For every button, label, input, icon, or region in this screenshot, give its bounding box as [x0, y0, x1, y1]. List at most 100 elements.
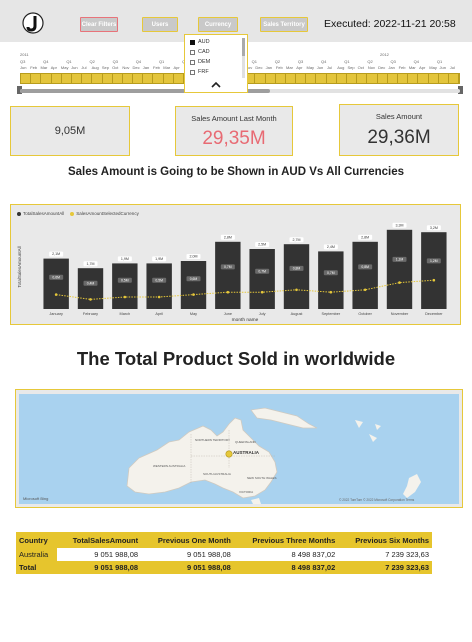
timeline-month-cell[interactable]: [72, 74, 83, 83]
currency-button[interactable]: Currency: [198, 17, 238, 32]
line-point-7[interactable]: [260, 290, 264, 294]
timeline-month-cell[interactable]: [103, 74, 113, 83]
timeline-month-cell[interactable]: [306, 74, 317, 83]
line-point-4[interactable]: [157, 295, 161, 299]
line-point-1[interactable]: [54, 293, 58, 296]
x-tick-label: December: [425, 312, 443, 316]
timeline-month-cell[interactable]: [92, 74, 103, 83]
timeline-month-cell[interactable]: [41, 74, 52, 83]
inner-data-label: 0,6M: [52, 275, 60, 279]
dropdown-scrollbar-thumb[interactable]: [242, 38, 245, 56]
line-point-12[interactable]: [432, 278, 436, 282]
timeline-quarter-label: Q4: [321, 59, 327, 64]
timeline-month-cell[interactable]: [429, 74, 439, 83]
timeline-month-cell[interactable]: [52, 74, 62, 83]
timeline-month-cell[interactable]: [388, 74, 398, 83]
currency-option-aud[interactable]: AUD: [190, 39, 210, 45]
currency-option-frf[interactable]: FRF: [190, 69, 209, 75]
bar-6[interactable]: [215, 241, 241, 309]
table-row[interactable]: Australia 9 051 988,08 9 051 988,08 8 49…: [16, 548, 432, 562]
column-header[interactable]: TotalSalesAmount: [57, 532, 142, 548]
bar-3[interactable]: [112, 263, 138, 309]
line-point-6[interactable]: [226, 290, 230, 294]
line-point-8[interactable]: [295, 288, 298, 292]
timeline-month-cell[interactable]: [378, 74, 388, 83]
column-header[interactable]: Country: [16, 532, 58, 548]
clear-filters-button[interactable]: Clear Filters: [80, 17, 118, 32]
currency-option-cad[interactable]: CAD: [190, 49, 210, 55]
sales-territory-button[interactable]: Sales Territory: [260, 17, 308, 32]
timeline-month-cell[interactable]: [62, 74, 72, 83]
bar-12[interactable]: [421, 232, 447, 309]
top-bar: Clear Filters Users Currency Sales Terri…: [0, 0, 472, 42]
timeline-month-cell[interactable]: [439, 74, 449, 83]
bar-4[interactable]: [146, 263, 172, 309]
currency-option-dem[interactable]: DEM: [190, 59, 210, 65]
timeline-month-label: May: [429, 65, 437, 70]
timeline-month-cell[interactable]: [418, 74, 429, 83]
timeline-month-cell[interactable]: [255, 74, 266, 83]
bar-10[interactable]: [352, 241, 378, 309]
bar-8[interactable]: [283, 244, 310, 309]
timeline-month-label: Jun: [316, 65, 324, 70]
australia-landmass[interactable]: [126, 417, 278, 499]
timeline-month-cell[interactable]: [316, 74, 327, 83]
timeline-start-handle[interactable]: [17, 86, 22, 94]
bar-11[interactable]: [386, 229, 413, 309]
line-point-11[interactable]: [398, 281, 401, 284]
bar-7[interactable]: [249, 249, 275, 309]
timeline-month-cell[interactable]: [133, 74, 144, 83]
checkbox-checked-icon[interactable]: [190, 39, 195, 45]
dropdown-scrollbar[interactable]: [242, 38, 245, 78]
bar-9[interactable]: [318, 251, 344, 309]
timeline-month-cell[interactable]: [408, 74, 419, 83]
timeline-month-cell[interactable]: [398, 74, 409, 83]
map-copyright: © 2022 TomTom © 2022 Microsoft Corporati…: [339, 498, 415, 502]
bar-1[interactable]: [43, 258, 69, 309]
world-map[interactable]: AUSTRALIA NORTHERN TERRITORY QUEENSLAND …: [19, 394, 459, 504]
checkbox-icon[interactable]: [190, 49, 195, 55]
timeline-month-cell[interactable]: [347, 74, 358, 83]
line-point-9[interactable]: [329, 290, 333, 294]
timeline-end-handle[interactable]: [458, 86, 463, 94]
map-graphic[interactable]: [19, 394, 459, 504]
timeline-quarter-label: Q1: [66, 59, 72, 64]
currency-dropdown[interactable]: AUD CAD DEM FRF: [184, 34, 248, 93]
line-point-2[interactable]: [89, 298, 92, 301]
line-point-10[interactable]: [363, 288, 367, 292]
timeline-month-cell[interactable]: [143, 74, 154, 83]
timeline-month-cell[interactable]: [367, 74, 378, 83]
timeline-month-cell[interactable]: [153, 74, 164, 83]
checkbox-icon[interactable]: [190, 59, 195, 65]
currency-option-label: FRF: [198, 69, 209, 75]
timeline-month-label: Mar: [408, 65, 416, 70]
timeline-month-cell[interactable]: [296, 74, 307, 83]
timeline-scrollbar-thumb[interactable]: [20, 89, 270, 93]
timeline-month-cell[interactable]: [357, 74, 368, 83]
timeline-month-cell[interactable]: [449, 74, 460, 83]
timeline-month-cell[interactable]: [113, 74, 123, 83]
timeline-month-cell[interactable]: [276, 74, 286, 83]
column-header[interactable]: Previous One Month: [141, 532, 234, 548]
timeline-month-cell[interactable]: [245, 74, 256, 83]
timeline-month-cell[interactable]: [82, 74, 93, 83]
map-bubble-australia[interactable]: [225, 450, 233, 458]
timeline-month-cell[interactable]: [164, 74, 174, 83]
timeline-month-cell[interactable]: [337, 74, 347, 83]
column-header[interactable]: Previous Three Months: [233, 532, 339, 548]
checkbox-icon[interactable]: [190, 69, 195, 75]
timeline-month-cell[interactable]: [286, 74, 297, 83]
column-header[interactable]: Previous Six Months: [338, 532, 432, 548]
timeline-month-cell[interactable]: [31, 74, 42, 83]
timeline-month-cell[interactable]: [123, 74, 134, 83]
bar-2[interactable]: [77, 268, 104, 309]
bar-5[interactable]: [180, 261, 207, 309]
timeline-month-cell[interactable]: [21, 74, 32, 83]
line-point-3[interactable]: [123, 295, 127, 299]
line-point-5[interactable]: [192, 293, 195, 296]
timeline-month-cell[interactable]: [327, 74, 337, 83]
timeline-month-cell[interactable]: [174, 74, 184, 83]
users-button[interactable]: Users: [142, 17, 178, 32]
chevron-up-icon[interactable]: [211, 81, 221, 89]
timeline-month-cell[interactable]: [266, 74, 276, 83]
